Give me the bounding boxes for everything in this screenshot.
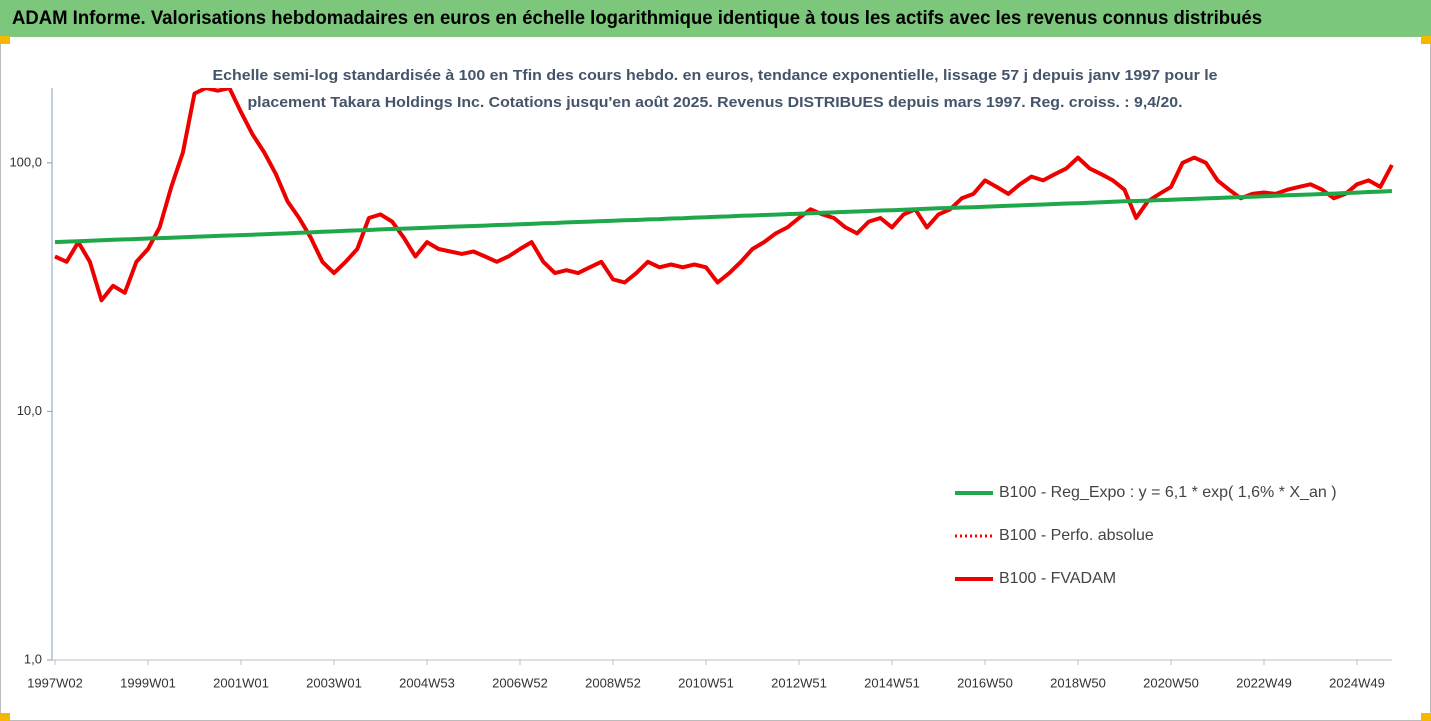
x-tick-label: 2006W52 xyxy=(492,675,548,690)
y-tick-label: 10,0 xyxy=(17,403,42,418)
header-title: ADAM Informe. Valorisations hebdomadaire… xyxy=(12,8,1262,29)
legend-label: B100 - FVADAM xyxy=(999,570,1116,587)
corner xyxy=(0,713,10,721)
x-tick-label: 2010W51 xyxy=(678,675,734,690)
x-tick-label: 2024W49 xyxy=(1329,675,1385,690)
corner xyxy=(1421,36,1431,44)
series-line xyxy=(54,189,1393,245)
y-tick-label: 1,0 xyxy=(24,651,42,666)
x-tick-label: 2008W52 xyxy=(585,675,641,690)
x-tick-label: 2014W51 xyxy=(864,675,920,690)
x-tick-label: 2022W49 xyxy=(1236,675,1292,690)
header-bar xyxy=(0,0,1431,37)
corner xyxy=(1421,713,1431,721)
x-tick-label: 2001W01 xyxy=(213,675,269,690)
y-tick-label: 100,0 xyxy=(9,154,42,169)
series-line xyxy=(54,88,1394,303)
x-tick-label: 2003W01 xyxy=(306,675,362,690)
x-tick-label: 1997W02 xyxy=(27,675,83,690)
x-tick-label: 2018W50 xyxy=(1050,675,1106,690)
x-tick-label: 2020W50 xyxy=(1143,675,1199,690)
x-tick-label: 2012W51 xyxy=(771,675,827,690)
legend-label: B100 - Reg_Expo : y = 6,1 * exp( 1,6% * … xyxy=(999,484,1337,501)
corner xyxy=(0,36,10,44)
x-tick-label: 2016W50 xyxy=(957,675,1013,690)
x-tick-label: 1999W01 xyxy=(120,675,176,690)
x-tick-label: 2004W53 xyxy=(399,675,455,690)
chart-title: placement Takara Holdings Inc. Cotations… xyxy=(248,94,1183,111)
chart-title: Echelle semi-log standardisée à 100 en T… xyxy=(213,67,1218,84)
legend-label: B100 - Perfo. absolue xyxy=(999,527,1154,544)
